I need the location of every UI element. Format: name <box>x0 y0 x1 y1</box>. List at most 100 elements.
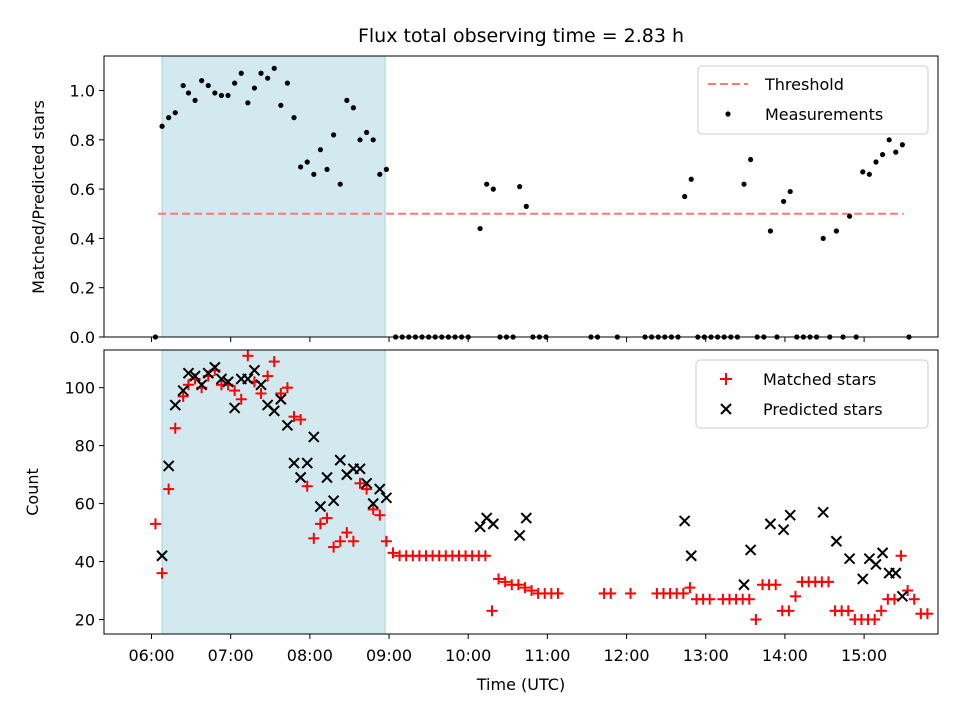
predicted-star-point <box>474 521 486 533</box>
matched-star-point <box>242 350 254 362</box>
predicted-star-point <box>215 373 228 385</box>
predicted-star-point <box>222 376 234 388</box>
top-series-layer <box>152 65 912 340</box>
predicted-star-point <box>777 523 790 536</box>
predicted-star-point <box>281 419 294 432</box>
bottom-axes-frame <box>103 349 939 635</box>
matched-star-point <box>750 614 762 626</box>
predicted-star-point <box>189 370 201 382</box>
predicted-star-point <box>182 367 195 379</box>
bottom-x-tick-label: 06:00 <box>128 646 174 665</box>
measurement-point <box>284 80 291 86</box>
bottom-y-tick-label: 80 <box>75 437 95 456</box>
predicted-star-point <box>685 550 697 562</box>
measurement-point <box>741 181 747 187</box>
measurement-point <box>899 142 905 148</box>
predicted-star-point <box>308 431 320 443</box>
top-panel: 0.0 0.2 0.4 0.6 0.8 1.0 Flux total observing … <box>29 25 939 347</box>
predicted-star-point <box>487 518 499 530</box>
matched-star-point <box>770 579 782 591</box>
top-legend: Threshold Measurements <box>697 65 929 135</box>
matched-star-point <box>743 593 755 605</box>
matched-star-point <box>367 503 379 515</box>
matched-star-point <box>605 587 617 599</box>
measurements-legend-marker <box>725 111 731 117</box>
measurement-point <box>317 147 324 153</box>
measurement-point <box>185 90 192 96</box>
predicted-star-point <box>870 558 882 571</box>
matched-star-point <box>295 414 307 426</box>
measurement-point <box>477 225 483 232</box>
matched-star-point <box>374 509 386 521</box>
predicted-star-point <box>228 402 241 414</box>
matched-star-point <box>625 587 637 599</box>
measurement-point <box>833 228 839 234</box>
matched-star-point <box>380 535 392 547</box>
top-y-tick-label: 0.0 <box>70 328 95 347</box>
measurement-point <box>232 80 238 86</box>
predicted-star-point <box>288 457 300 469</box>
measurement-point <box>199 78 205 84</box>
predicted-star-point <box>513 529 526 542</box>
predicted-star-point <box>177 384 189 397</box>
measurement-point <box>218 92 225 99</box>
predicted-star-point <box>744 544 757 556</box>
measurement-point <box>523 203 529 209</box>
predicted-star-point <box>678 515 691 527</box>
measurement-point <box>271 65 277 71</box>
predicted-star-point <box>268 405 280 417</box>
matched-legend-label: Matched stars <box>763 370 876 389</box>
predicted-star-point <box>843 552 856 565</box>
bottom-y-ticks: 20 40 60 80 100 <box>64 379 104 630</box>
top-axes-frame <box>103 55 939 338</box>
measurement-point <box>781 198 787 205</box>
matched-star-point <box>526 585 538 597</box>
top-y-tick-label: 0.4 <box>70 229 95 248</box>
measurement-point <box>860 169 866 175</box>
measurement-point <box>205 82 211 89</box>
measurement-point <box>893 149 899 155</box>
bottom-y-tick-label: 60 <box>75 495 95 514</box>
matched-star-point <box>684 582 696 594</box>
matched-star-point <box>341 527 353 539</box>
measurement-point <box>886 137 892 143</box>
predicted-star-point <box>294 471 307 484</box>
matched-star-point <box>908 593 920 605</box>
predicted-star-point <box>156 550 168 562</box>
matched-star-point <box>704 593 716 605</box>
matched-star-point <box>789 590 801 602</box>
bottom-x-tick-label: 11:00 <box>524 646 570 665</box>
matched-star-point <box>156 567 168 579</box>
measurement-point <box>866 171 872 177</box>
measurement-point <box>350 105 357 111</box>
measurement-point <box>846 213 853 219</box>
measurement-point <box>357 137 363 143</box>
measurement-point <box>251 85 258 91</box>
top-y-ticks: 0.0 0.2 0.4 0.6 0.8 1.0 <box>70 82 104 347</box>
predicted-legend-marker <box>720 403 732 415</box>
top-highlight-span <box>161 55 386 338</box>
bottom-y-axis-label: Count <box>23 468 42 516</box>
measurement-point <box>324 166 330 172</box>
measurement-point <box>748 156 754 163</box>
measurement-point <box>245 100 251 106</box>
matched-star-point <box>268 356 280 368</box>
measurement-point <box>364 129 370 136</box>
matched-star-point <box>354 477 366 489</box>
measurement-point <box>688 176 694 182</box>
predicted-star-point <box>314 500 327 513</box>
matched-star-point <box>361 483 373 495</box>
predicted-star-point <box>321 471 333 484</box>
measurement-point <box>767 228 774 234</box>
matched-star-point <box>869 614 881 626</box>
matched-star-point <box>822 576 834 588</box>
matched-star-point <box>169 422 181 434</box>
measurement-point <box>238 70 244 76</box>
predicted-legend-label: Predicted stars <box>763 400 883 419</box>
bottom-panel: 20 40 60 80 100 06:00 07:00 08:00 09:00 10:00 11:… <box>23 349 939 694</box>
measurement-point <box>278 102 284 108</box>
predicted-star-point <box>876 547 889 559</box>
matched-star-point <box>486 605 498 617</box>
matched-star-point <box>149 518 161 530</box>
